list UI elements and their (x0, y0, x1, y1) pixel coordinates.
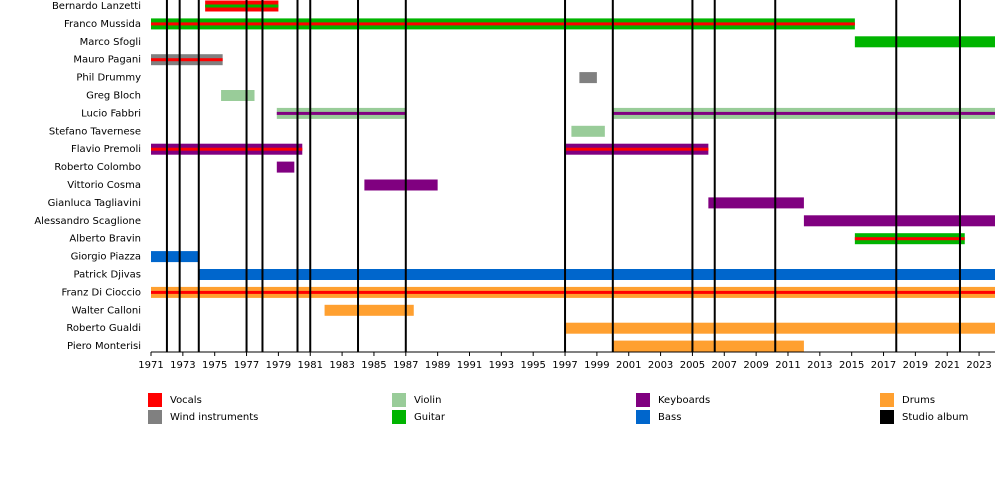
x-tick-label: 1979 (266, 360, 291, 371)
member-bar-stripe (854, 237, 965, 241)
member-name: Piero Monterisi (67, 341, 141, 352)
x-tick-label: 1989 (425, 360, 450, 371)
legend-label: Wind instruments (170, 412, 258, 423)
legend-swatch (392, 410, 406, 424)
member-name: Marco Sfogli (80, 37, 141, 48)
legend-label: Bass (658, 412, 681, 423)
legend-swatch (880, 410, 894, 424)
member-bar (612, 340, 804, 352)
x-tick-label: 1991 (457, 360, 482, 371)
x-tick-label: 1997 (552, 360, 577, 371)
x-tick-label: 1993 (489, 360, 514, 371)
member-bar-stripe (151, 58, 223, 62)
legend-swatch (148, 410, 162, 424)
member-bar (276, 161, 295, 173)
member-bar (221, 90, 255, 101)
member-name: Vittorio Cosma (67, 180, 141, 191)
member-bar (565, 322, 995, 334)
member-name: Phil Drummy (76, 73, 141, 84)
member-name: Franco Mussida (64, 19, 141, 30)
x-tick-label: 1983 (329, 360, 354, 371)
x-tick-label: 1981 (298, 360, 323, 371)
member-name: Walter Calloni (72, 305, 141, 316)
member-name: Alberto Bravin (69, 234, 141, 245)
legend-swatch (636, 393, 650, 407)
x-tick-label: 1985 (361, 360, 386, 371)
x-tick-label: 2003 (648, 360, 673, 371)
member-bar (364, 179, 438, 191)
member-name: Mauro Pagani (73, 55, 141, 66)
x-tick-label: 1971 (138, 360, 163, 371)
member-bar-stripe (612, 111, 995, 115)
member-name: Gianluca Tagliavini (48, 198, 141, 209)
x-tick-label: 2023 (966, 360, 991, 371)
member-bar (708, 197, 804, 209)
member-name: Flavio Premoli (71, 144, 141, 155)
member-name: Lucio Fabbri (81, 108, 141, 119)
member-name: Franz Di Cioccio (62, 287, 141, 298)
x-tick-label: 2009 (743, 360, 768, 371)
member-bar (571, 125, 605, 137)
x-tick-label: 2021 (934, 360, 959, 371)
legend-label: Studio album (902, 412, 968, 423)
member-bar-stripe (565, 147, 709, 151)
member-bar (324, 304, 414, 316)
x-tick-label: 1973 (170, 360, 195, 371)
x-tick-label: 2013 (807, 360, 832, 371)
x-tick-label: 2011 (775, 360, 800, 371)
member-bar (579, 72, 597, 84)
member-name: Greg Bloch (86, 91, 141, 102)
member-name: Giorgio Piazza (71, 252, 141, 263)
member-bar (198, 269, 996, 280)
x-tick-label: 2007 (712, 360, 737, 371)
legend-label: Violin (414, 395, 441, 406)
legend-label: Drums (902, 395, 935, 406)
member-bar-stripe (151, 290, 995, 294)
member-bar-stripe (276, 111, 406, 115)
x-tick-label: 1977 (234, 360, 259, 371)
member-bar (803, 215, 995, 227)
member-name: Alessandro Scaglione (34, 216, 141, 227)
member-bar-stripe (151, 22, 855, 26)
x-tick-label: 2017 (871, 360, 896, 371)
member-bar (854, 36, 995, 48)
x-tick-label: 1987 (393, 360, 418, 371)
member-name: Stefano Tavernese (49, 126, 141, 137)
member-name: Roberto Gualdi (66, 323, 141, 334)
member-name: Bernardo Lanzetti (52, 1, 141, 12)
legend-label: Keyboards (658, 395, 710, 406)
legend-swatch (148, 393, 162, 407)
x-tick-label: 1995 (520, 360, 545, 371)
legend-label: Vocals (170, 395, 202, 406)
legend-swatch (880, 393, 894, 407)
x-tick-label: 2015 (839, 360, 864, 371)
member-bar (151, 251, 199, 263)
x-tick-label: 1999 (584, 360, 609, 371)
x-tick-label: 2001 (616, 360, 641, 371)
x-tick-label: 2005 (680, 360, 705, 371)
x-tick-label: 2019 (903, 360, 928, 371)
member-bar-stripe (205, 4, 279, 8)
x-tick-label: 1975 (202, 360, 227, 371)
member-bar-stripe (151, 147, 303, 151)
legend-swatch (392, 393, 406, 407)
member-name: Roberto Colombo (54, 162, 141, 173)
legend-swatch (636, 410, 650, 424)
member-name: Patrick Djivas (74, 270, 142, 281)
legend-label: Guitar (414, 412, 446, 423)
